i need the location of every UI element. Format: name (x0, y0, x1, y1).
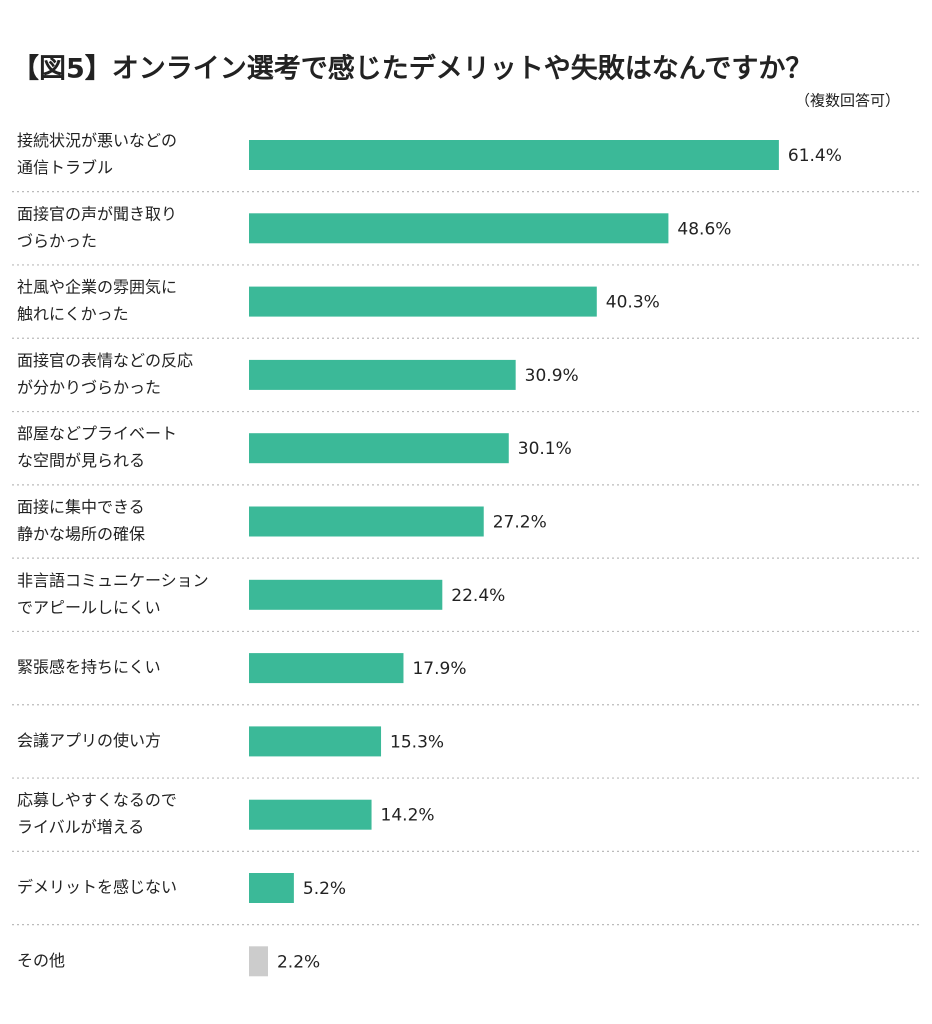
category-label: 面接に集中できる (17, 498, 145, 517)
bar (249, 653, 404, 684)
category-label: 会議アプリの使い方 (17, 731, 161, 750)
bar (249, 433, 509, 464)
value-label: 15.3% (390, 732, 444, 752)
bar (249, 726, 382, 757)
value-label: 17.9% (412, 659, 466, 679)
chart-subtitle: （複数回答可） (795, 92, 900, 110)
category-label: 応募しやすくなるので (17, 791, 177, 810)
bar (249, 286, 597, 317)
category-label: づらかった (17, 231, 97, 250)
category-label: ライバルが増える (17, 818, 144, 837)
value-label: 30.1% (518, 439, 572, 459)
category-label: 面接官の表情などの反応 (17, 351, 193, 370)
bar (249, 359, 516, 390)
category-label: 通信トラブル (17, 158, 113, 177)
value-label: 40.3% (606, 293, 660, 313)
category-label: 社風や企業の雰囲気に (17, 278, 177, 297)
bar (249, 946, 268, 977)
category-label: 静かな場所の確保 (17, 525, 145, 544)
category-label: 非言語コミュニケーション (17, 571, 209, 590)
bar (249, 799, 372, 830)
category-label: 緊張感を持ちにくい (17, 658, 161, 677)
value-label: 27.2% (493, 513, 547, 533)
value-label: 2.2% (277, 952, 320, 972)
value-label: 14.2% (381, 806, 435, 826)
chart-title: 【図5】オンライン選考で感じたデメリットや失敗はなんですか？ (12, 53, 812, 85)
category-label: が分かりづらかった (17, 378, 161, 397)
bar (249, 140, 779, 170)
bar (249, 873, 294, 903)
value-label: 61.4% (788, 146, 842, 166)
category-label: その他 (17, 951, 65, 970)
bar (249, 213, 669, 244)
value-label: 5.2% (303, 879, 346, 899)
category-label: 面接官の声が聞き取り (17, 204, 177, 223)
category-label: 触れにくかった (17, 305, 129, 324)
bar (249, 506, 484, 537)
value-label: 30.9% (525, 366, 579, 386)
category-label: デメリットを感じない (17, 878, 177, 897)
category-label: 接続状況が悪いなどの (17, 131, 177, 150)
category-label: でアピールしにくい (17, 598, 161, 617)
bar (249, 579, 443, 610)
category-label: な空間が見られる (17, 451, 145, 470)
value-label: 22.4% (451, 586, 505, 606)
value-label: 48.6% (677, 219, 731, 239)
category-label: 部屋などプライベート (17, 424, 177, 443)
